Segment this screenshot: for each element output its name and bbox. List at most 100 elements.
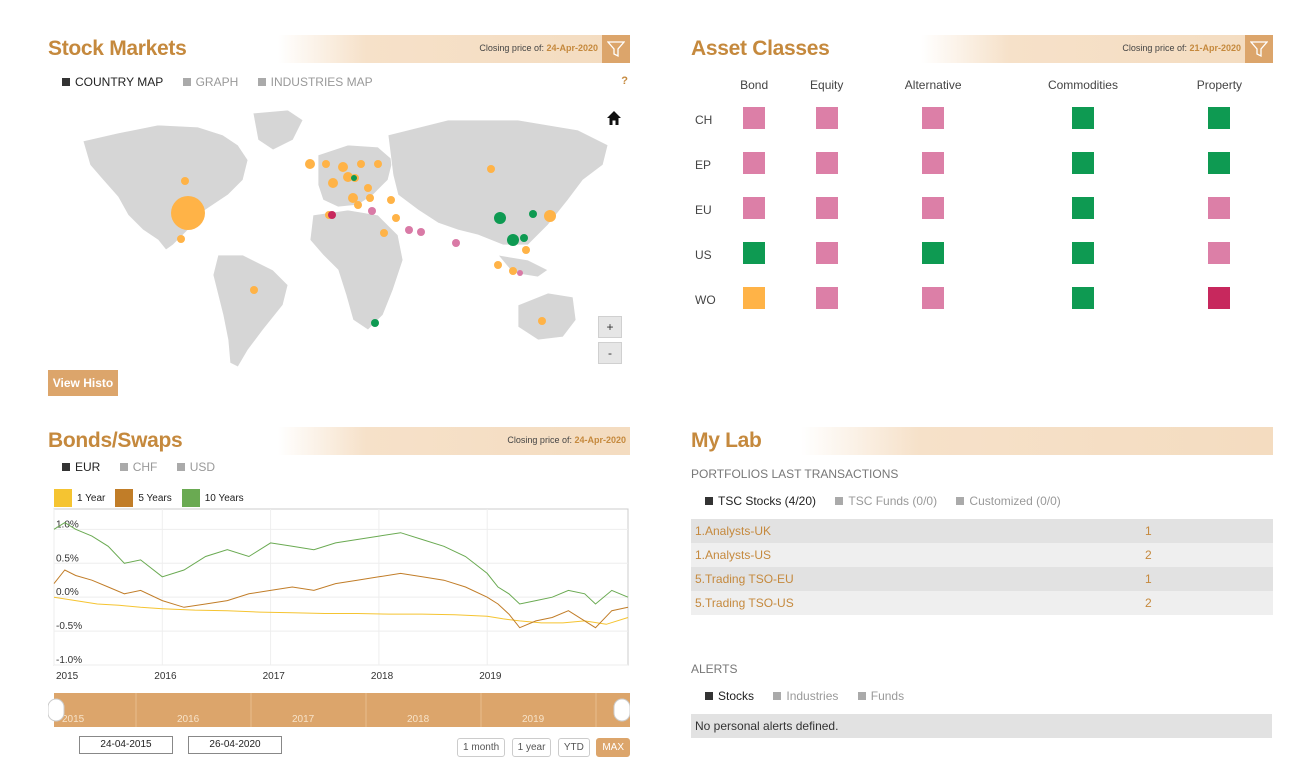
asset-status-square[interactable] [815, 197, 838, 219]
market-dot[interactable] [305, 159, 315, 169]
tab-alert-stocks[interactable]: Stocks [705, 689, 754, 703]
portfolio-name-link[interactable]: 1.Analysts-US [695, 548, 772, 562]
portfolio-name-link[interactable]: 1.Analysts-UK [695, 524, 772, 538]
range-1-month-button[interactable]: 1 month [457, 738, 506, 757]
market-dot[interactable] [520, 234, 528, 242]
market-dot[interactable] [387, 196, 395, 204]
range-ytd-button[interactable]: YTD [557, 738, 590, 757]
filter-button[interactable] [602, 35, 630, 63]
asset-status-square[interactable] [1208, 287, 1231, 309]
tab-tsc-funds[interactable]: TSC Funds (0/0) [835, 494, 937, 508]
asset-status-square[interactable] [1208, 197, 1231, 219]
market-dot[interactable] [343, 172, 353, 182]
asset-status-square[interactable] [1071, 242, 1094, 264]
asset-status-square[interactable] [815, 242, 838, 264]
tab-industries-map[interactable]: INDUSTRIES MAP [258, 75, 373, 89]
asset-status-square[interactable] [815, 287, 838, 309]
market-dot[interactable] [509, 267, 517, 275]
market-dot[interactable] [348, 193, 358, 203]
market-dot[interactable] [328, 178, 338, 188]
asset-status-square[interactable] [922, 152, 945, 174]
asset-status-square[interactable] [743, 242, 766, 264]
range-max-button[interactable]: MAX [596, 738, 630, 757]
market-dot[interactable] [507, 234, 519, 246]
asset-status-square[interactable] [1208, 107, 1231, 129]
market-dot[interactable] [380, 229, 388, 237]
tab-tsc-stocks[interactable]: TSC Stocks (4/20) [705, 494, 816, 508]
tab-alert-industries[interactable]: Industries [773, 689, 838, 703]
market-dot[interactable] [338, 162, 348, 172]
market-dot[interactable] [538, 317, 546, 325]
market-dot[interactable] [494, 212, 506, 224]
portfolio-row[interactable]: 5.Trading TSO-EU 1 [691, 567, 1273, 591]
portfolio-name-link[interactable]: 5.Trading TSO-US [695, 596, 794, 610]
asset-status-square[interactable] [1071, 287, 1094, 309]
asset-status-square[interactable] [743, 107, 766, 129]
asset-status-square[interactable] [743, 287, 766, 309]
market-dot[interactable] [357, 160, 365, 168]
market-dot[interactable] [522, 246, 530, 254]
asset-status-square[interactable] [922, 242, 945, 264]
view-histo-button[interactable]: View Histo [48, 370, 118, 396]
asset-status-square[interactable] [1208, 152, 1231, 174]
market-dot[interactable] [171, 196, 205, 230]
asset-status-square[interactable] [1071, 152, 1094, 174]
market-dot[interactable] [366, 194, 374, 202]
end-date-input[interactable]: 26-04-2020 [188, 736, 282, 754]
asset-status-square[interactable] [743, 152, 766, 174]
zoom-out-button[interactable]: - [598, 342, 622, 364]
market-dot[interactable] [364, 184, 372, 192]
market-dot[interactable] [374, 160, 382, 168]
asset-status-square[interactable] [1071, 107, 1094, 129]
market-dot[interactable] [517, 270, 523, 276]
market-dot[interactable] [529, 210, 537, 218]
series-line-10-years[interactable] [53, 522, 629, 605]
portfolio-name-link[interactable]: 5.Trading TSO-EU [695, 572, 794, 586]
tab-eur[interactable]: EUR [62, 460, 100, 474]
navigator-band[interactable] [54, 693, 630, 727]
legend-item[interactable]: 5 Years [115, 489, 172, 507]
filter-button[interactable] [1245, 35, 1273, 63]
navigator-handle-left[interactable] [48, 698, 65, 722]
series-line-5-years[interactable] [53, 569, 629, 629]
market-dot[interactable] [494, 261, 502, 269]
portfolio-row[interactable]: 1.Analysts-UK 1 [691, 519, 1273, 543]
asset-status-square[interactable] [815, 107, 838, 129]
tab-alert-funds[interactable]: Funds [858, 689, 904, 703]
asset-status-square[interactable] [922, 287, 945, 309]
start-date-input[interactable]: 24-04-2015 [79, 736, 173, 754]
tab-usd[interactable]: USD [177, 460, 215, 474]
tab-chf[interactable]: CHF [120, 460, 158, 474]
market-dot[interactable] [328, 211, 336, 219]
market-dot[interactable] [250, 286, 258, 294]
asset-status-square[interactable] [743, 197, 766, 219]
home-button[interactable] [605, 109, 623, 127]
world-map[interactable] [48, 105, 630, 370]
asset-status-square[interactable] [922, 197, 945, 219]
market-dot[interactable] [322, 160, 330, 168]
tab-graph[interactable]: GRAPH [183, 75, 239, 89]
series-line-1-year[interactable] [53, 596, 629, 625]
market-dot[interactable] [368, 207, 376, 215]
market-dot[interactable] [392, 214, 400, 222]
legend-item[interactable]: 10 Years [181, 489, 244, 507]
range-1-year-button[interactable]: 1 year [511, 738, 552, 757]
asset-status-square[interactable] [1071, 197, 1094, 219]
asset-status-square[interactable] [1208, 242, 1231, 264]
market-dot[interactable] [351, 175, 357, 181]
market-dot[interactable] [405, 226, 413, 234]
asset-status-square[interactable] [922, 107, 945, 129]
market-dot[interactable] [177, 235, 185, 243]
market-dot[interactable] [487, 165, 495, 173]
help-link[interactable]: ? [621, 75, 628, 87]
market-dot[interactable] [354, 201, 362, 209]
market-dot[interactable] [544, 210, 556, 222]
portfolio-row[interactable]: 1.Analysts-US 2 [691, 543, 1273, 567]
market-dot[interactable] [181, 177, 189, 185]
navigator-handle-right[interactable] [613, 698, 630, 722]
market-dot[interactable] [371, 319, 379, 327]
tab-customized[interactable]: Customized (0/0) [956, 494, 1060, 508]
asset-status-square[interactable] [815, 152, 838, 174]
zoom-in-button[interactable]: + [598, 316, 622, 338]
market-dot[interactable] [417, 228, 425, 236]
